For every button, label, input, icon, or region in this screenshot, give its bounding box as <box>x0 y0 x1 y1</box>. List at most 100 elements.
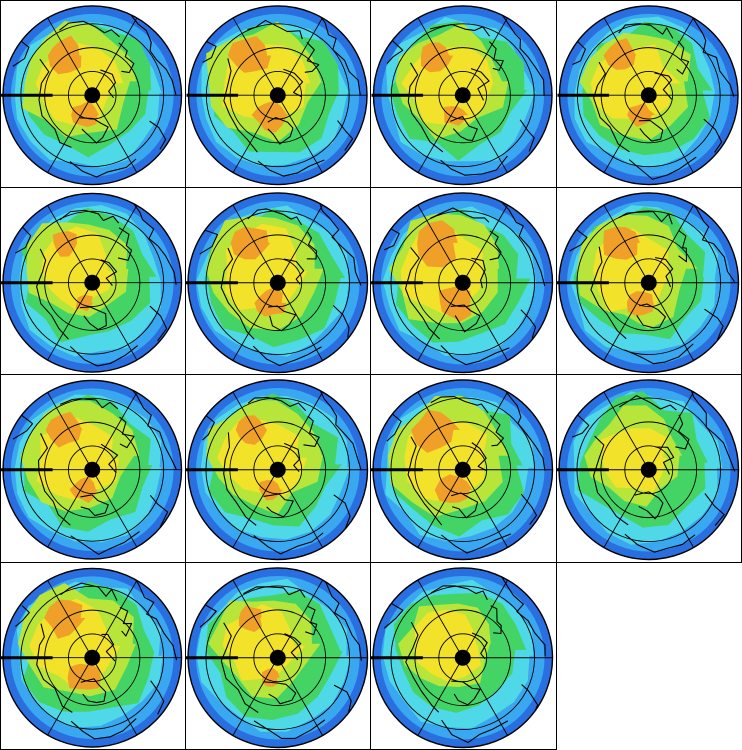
coastline <box>404 246 441 339</box>
meridian-line <box>417 282 464 361</box>
meridian-line <box>462 17 508 96</box>
map-panel <box>371 562 557 750</box>
coastline <box>429 23 490 37</box>
pole-cap <box>84 649 101 666</box>
meridian-line <box>276 204 323 283</box>
coastline <box>617 23 673 39</box>
meridian-line <box>91 579 138 658</box>
coastline <box>304 41 319 73</box>
polar-map <box>371 566 554 748</box>
meridian-line <box>47 469 93 548</box>
coastline <box>383 228 400 250</box>
coastline <box>316 195 361 286</box>
coastline <box>257 159 325 177</box>
meridian-line <box>602 282 649 361</box>
pole-cap <box>640 274 657 291</box>
meridian-line <box>232 95 278 173</box>
coastline <box>386 413 402 442</box>
orange-zone <box>258 479 283 501</box>
coastline <box>383 602 404 629</box>
meridian-line <box>462 469 509 548</box>
meridian-line <box>91 657 138 735</box>
polar-map <box>185 566 368 748</box>
coastline <box>407 436 443 526</box>
coastline <box>450 304 481 332</box>
coastline <box>471 632 488 659</box>
coastline <box>70 717 137 739</box>
meridian-line <box>603 17 649 96</box>
coastline <box>430 206 490 223</box>
coastline <box>118 42 135 74</box>
meridian-line <box>276 469 323 548</box>
polar-map <box>556 5 739 186</box>
meridian-line <box>417 579 464 658</box>
coastline <box>222 432 257 526</box>
meridian-line <box>417 391 464 470</box>
meridian-line <box>647 17 694 96</box>
map-panel <box>556 0 742 188</box>
meridian-line <box>276 391 323 470</box>
pole-cap <box>84 274 101 291</box>
coastline <box>38 58 72 148</box>
coastline <box>489 41 504 71</box>
coastline <box>119 606 133 637</box>
coastline <box>282 68 303 98</box>
pole-cap <box>269 87 286 104</box>
coastline <box>687 198 735 282</box>
coastline <box>499 384 546 471</box>
meridian-line <box>462 579 509 658</box>
polar-map <box>371 5 553 186</box>
empty-slot <box>556 562 742 750</box>
yellow-zone <box>216 419 307 497</box>
coastline <box>283 257 304 285</box>
polar-map <box>185 379 368 561</box>
orange-zone <box>434 474 473 503</box>
coastline <box>499 199 546 286</box>
coastline <box>129 570 178 660</box>
pole-cap <box>454 274 471 291</box>
coastline <box>60 582 118 601</box>
orange-zone <box>67 663 102 690</box>
coastline <box>59 20 120 38</box>
coastline <box>703 308 724 340</box>
coastline <box>69 344 139 367</box>
coastline <box>470 68 490 101</box>
coastline <box>571 38 586 65</box>
coastline <box>149 305 168 341</box>
pole-cap <box>640 87 657 104</box>
coastline <box>304 605 317 635</box>
coastline <box>336 120 353 151</box>
coastline <box>592 61 630 153</box>
map-panel <box>0 375 186 563</box>
coastline <box>677 229 687 262</box>
coastline <box>201 413 215 441</box>
coastline <box>589 246 627 339</box>
coastline <box>100 443 119 474</box>
coastline <box>266 117 293 145</box>
meridian-line <box>276 95 323 173</box>
orange-zone <box>417 219 458 267</box>
meridian-line <box>602 469 649 548</box>
coastline <box>262 493 294 518</box>
pole-cap <box>454 461 471 478</box>
orange-zone <box>602 38 636 70</box>
meridian-line <box>602 204 649 283</box>
coastline <box>69 158 137 178</box>
coastline <box>60 398 119 410</box>
coastline <box>440 155 508 176</box>
polar-map <box>1 567 183 748</box>
coastline <box>283 632 301 660</box>
meridian-line <box>91 392 138 470</box>
coastline <box>451 680 481 705</box>
coastline <box>128 11 177 95</box>
coastline <box>100 69 117 99</box>
coastline <box>316 384 362 471</box>
map-panel <box>0 187 186 375</box>
polar-map <box>1 5 183 186</box>
pole-cap <box>640 461 657 478</box>
coastline <box>247 396 306 412</box>
meridian-line <box>231 579 278 658</box>
map-panel <box>185 187 371 375</box>
map-panel <box>185 562 371 750</box>
meridian-line <box>417 95 464 173</box>
